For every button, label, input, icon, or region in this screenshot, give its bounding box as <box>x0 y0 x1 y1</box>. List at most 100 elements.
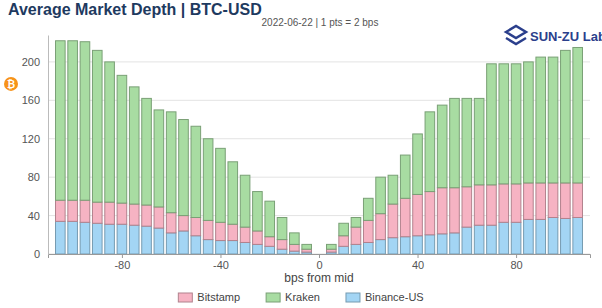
legend-label: Binance-US <box>365 291 424 303</box>
bar <box>142 226 152 254</box>
y-tick: 120 <box>22 133 48 145</box>
bar <box>265 237 275 247</box>
bar <box>154 207 164 228</box>
bar <box>80 222 90 254</box>
legend-label: Bitstamp <box>197 291 240 303</box>
bar <box>56 221 66 254</box>
bar <box>548 218 558 255</box>
bar <box>203 240 213 254</box>
bar <box>339 236 349 247</box>
bar <box>400 198 410 236</box>
y-tick: 40 <box>28 210 48 222</box>
x-tick-label: 80 <box>510 259 522 271</box>
bar <box>561 50 571 183</box>
x-tick-mark <box>319 254 320 258</box>
x-tick-mark <box>418 254 419 258</box>
bar <box>388 175 398 204</box>
y-tick-label: 0 <box>34 248 40 260</box>
y-axis-title-badge: ₿ <box>4 77 18 91</box>
bar <box>216 241 226 254</box>
bar <box>425 192 435 235</box>
bar <box>80 200 90 222</box>
bar <box>474 98 484 184</box>
bar <box>117 75 127 203</box>
bar <box>240 175 250 227</box>
bar <box>413 134 423 195</box>
bar <box>511 184 521 222</box>
x-tick-label: 0 <box>316 259 322 271</box>
bar <box>388 238 398 254</box>
bar <box>129 225 139 254</box>
bar <box>142 98 152 205</box>
y-tick-label: 120 <box>22 133 40 145</box>
grid <box>48 62 590 254</box>
bar <box>363 198 373 220</box>
y-tick-label: 40 <box>28 210 40 222</box>
bar <box>548 57 558 183</box>
bar <box>561 183 571 219</box>
x-tick: -80 <box>114 254 130 271</box>
bar <box>203 220 213 239</box>
x-tick: -40 <box>213 254 229 271</box>
bar <box>376 214 386 240</box>
bar <box>56 41 66 200</box>
y-tick-label: 80 <box>28 171 40 183</box>
bar <box>499 222 509 254</box>
bar <box>179 231 189 254</box>
bar <box>450 233 460 254</box>
y-tick: 200 <box>22 56 48 68</box>
x-axis: -80 -40 0 40 80 <box>49 254 591 271</box>
bar <box>536 219 546 254</box>
legend: Bitstamp Kraken Binance-US <box>178 291 423 303</box>
bar <box>511 64 521 184</box>
x-tick-mark <box>122 254 123 258</box>
bar <box>117 203 127 224</box>
bar <box>536 183 546 220</box>
bar <box>524 183 534 220</box>
bar <box>216 222 226 240</box>
bar <box>154 110 164 207</box>
bar <box>68 41 78 200</box>
legend-item: Kraken <box>266 291 320 303</box>
bar <box>228 162 238 224</box>
bar <box>425 235 435 254</box>
bar <box>573 183 583 218</box>
bar <box>129 204 139 225</box>
bar <box>363 220 373 242</box>
bar <box>228 241 238 254</box>
bar <box>105 224 115 254</box>
bar <box>105 62 115 202</box>
y-axis-title: ₿ <box>7 79 15 90</box>
x-tick-label: -40 <box>213 259 229 271</box>
bar <box>351 227 361 244</box>
bar <box>265 246 275 254</box>
legend-item: Bitstamp <box>178 291 240 303</box>
legend-swatch <box>266 293 280 302</box>
y-axis-title-circle <box>4 77 18 91</box>
x-axis-line <box>49 255 591 259</box>
y-axis: 0 40 80 120 160 200 <box>22 36 49 261</box>
bar <box>400 237 410 254</box>
bar <box>536 57 546 183</box>
bar <box>351 218 361 228</box>
bar <box>327 244 337 249</box>
bar <box>437 105 447 188</box>
bar <box>290 244 300 251</box>
bar <box>253 244 263 254</box>
bar <box>142 205 152 226</box>
bar <box>573 218 583 255</box>
bar <box>56 200 66 221</box>
x-tick-label: 40 <box>412 259 424 271</box>
bar <box>487 185 497 225</box>
bar <box>290 233 300 245</box>
bar <box>68 200 78 221</box>
grid-line <box>48 61 590 62</box>
subtitle: 2022-06-22 | 1 pts = 2 bps <box>262 17 379 28</box>
bar <box>548 183 558 218</box>
bar <box>561 218 571 254</box>
x-tick-mark <box>220 254 221 258</box>
y-tick: 160 <box>22 94 48 106</box>
logo-icon <box>506 26 526 44</box>
y-tick-label: 200 <box>22 56 40 68</box>
bar <box>240 227 250 242</box>
